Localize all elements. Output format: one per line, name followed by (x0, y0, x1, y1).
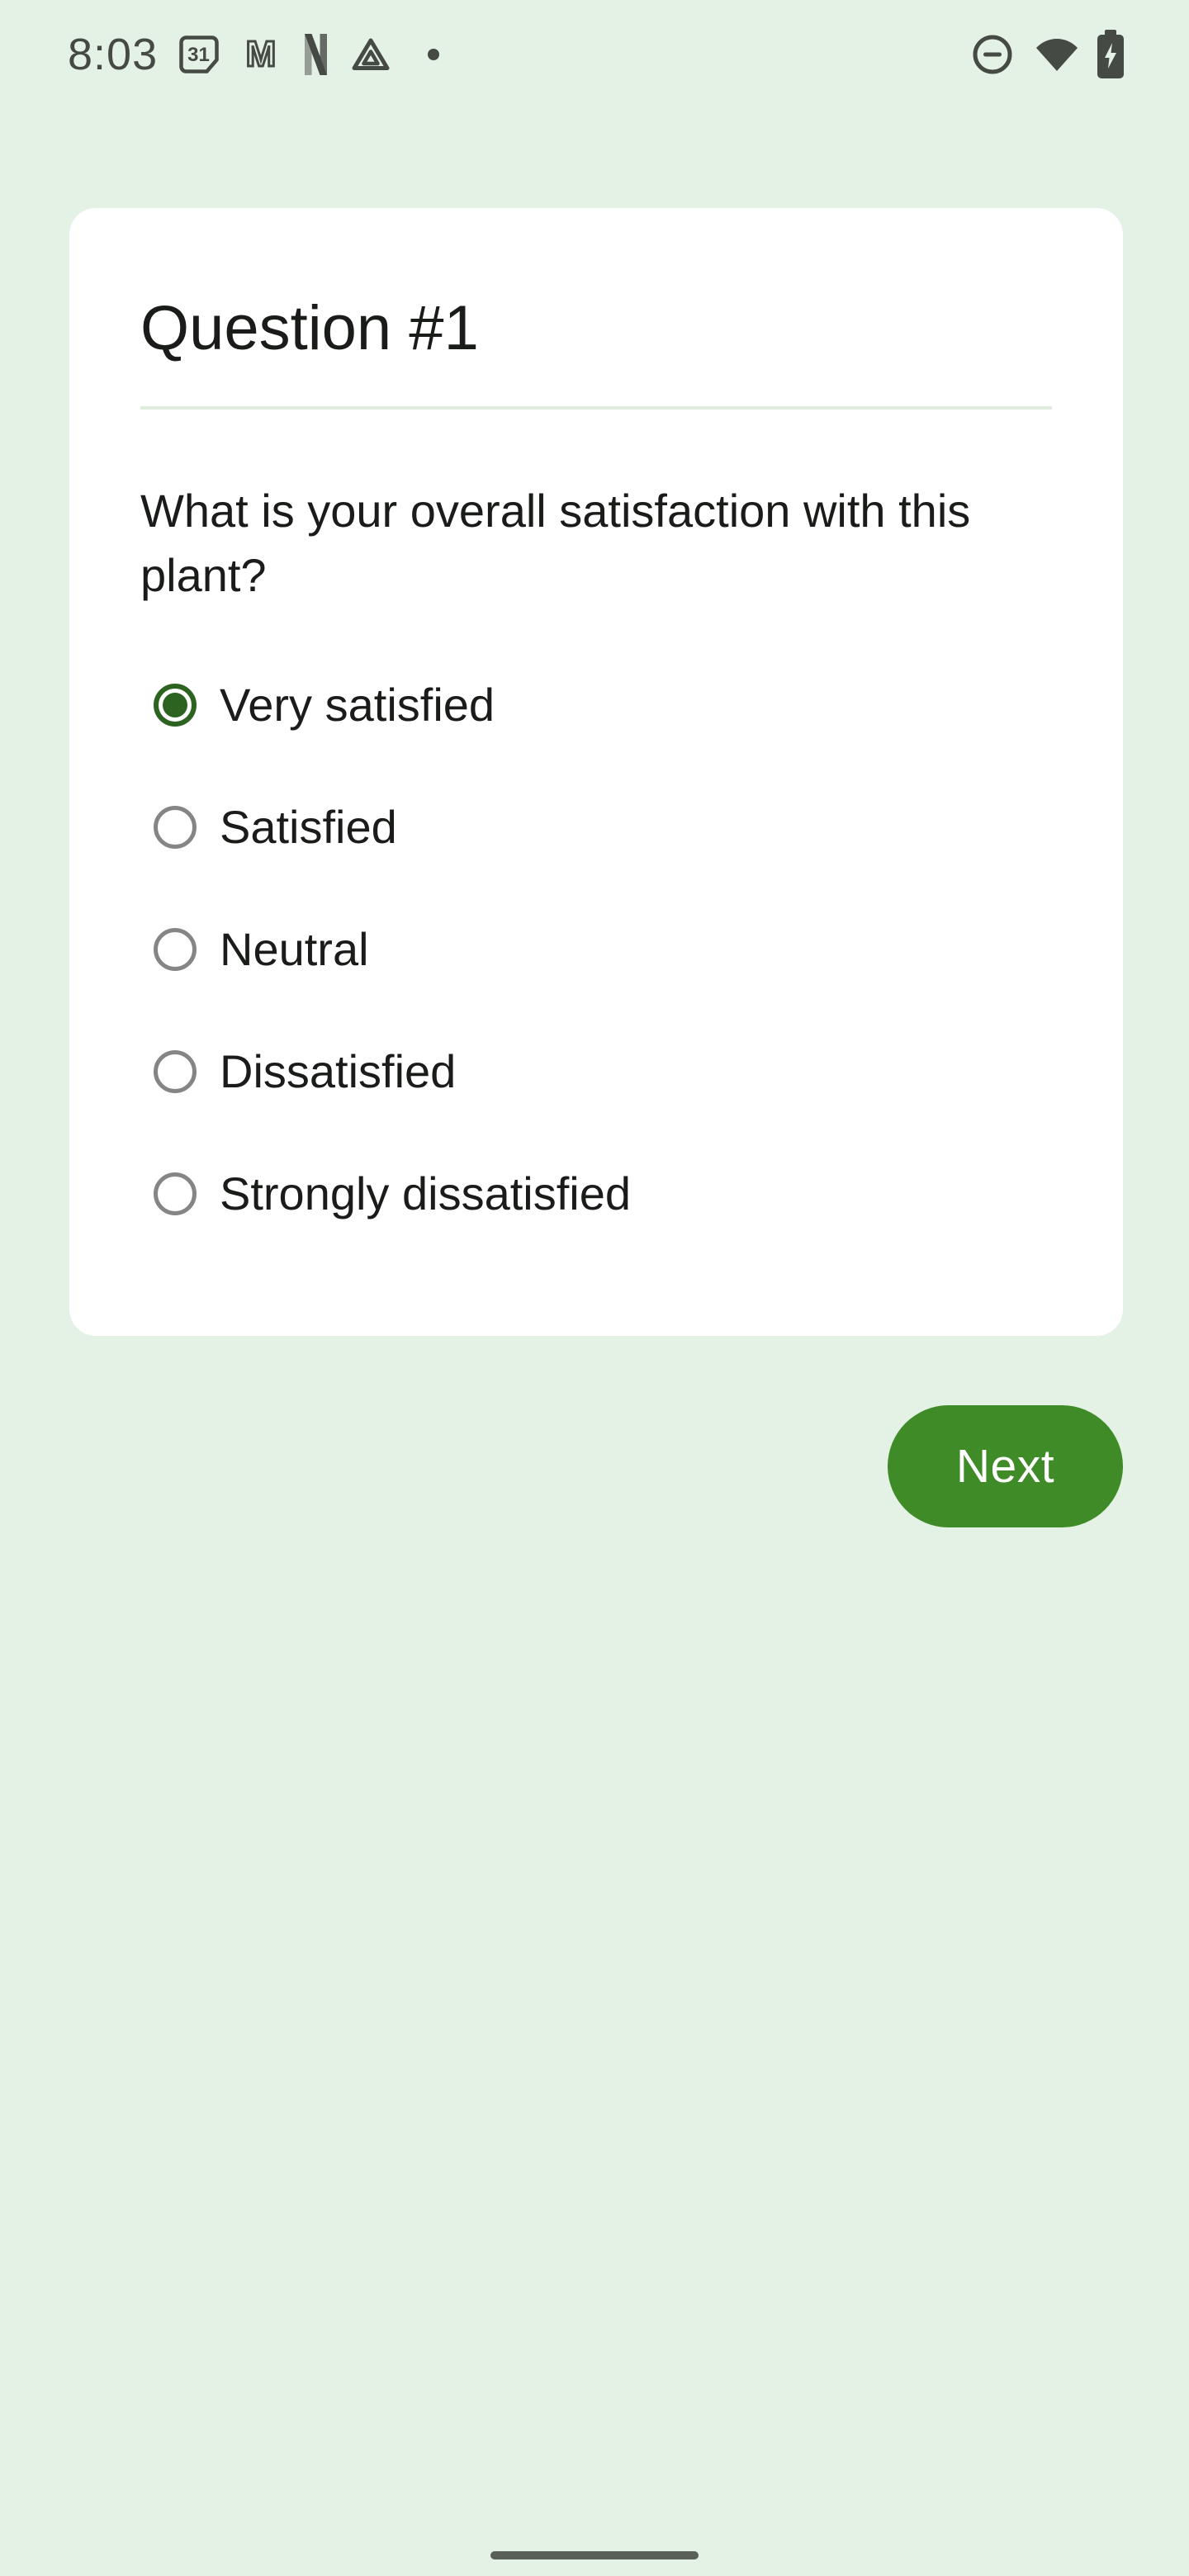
divider (140, 406, 1052, 410)
radio-option[interactable]: Very satisfied (140, 644, 1052, 766)
svg-text:M: M (246, 37, 277, 72)
radio-button[interactable] (154, 1172, 197, 1215)
radio-option-label: Neutral (220, 923, 369, 975)
radio-option-label: Very satisfied (220, 679, 495, 731)
radio-option-label: Dissatisfied (220, 1045, 457, 1097)
gesture-handle[interactable] (490, 2551, 699, 2559)
radio-option[interactable]: Satisfied (140, 766, 1052, 888)
radio-button[interactable] (154, 1050, 197, 1093)
radio-option[interactable]: Dissatisfied (140, 1011, 1052, 1133)
next-button[interactable]: Next (888, 1405, 1123, 1527)
do-not-disturb-icon (973, 35, 1012, 74)
next-button-label: Next (955, 1440, 1055, 1493)
clock-time: 8:03 (68, 30, 159, 79)
status-bar: 8:03 31 M (0, 0, 1189, 109)
calendar-day-number: 31 (187, 44, 210, 66)
status-bar-right (973, 30, 1125, 79)
notification-dot (428, 49, 440, 60)
radio-option-label: Strongly dissatisfied (220, 1167, 632, 1219)
gmail-icon: M (242, 37, 280, 72)
drive-icon (352, 37, 390, 72)
radio-button[interactable] (154, 684, 197, 727)
battery-charging-icon (1097, 30, 1125, 79)
radio-button[interactable] (154, 806, 197, 849)
question-text: What is your overall satisfaction with t… (140, 485, 971, 601)
radio-group: Very satisfied Satisfied Neutral Dissati… (140, 644, 1052, 1255)
radio-option[interactable]: Strongly dissatisfied (140, 1133, 1052, 1255)
question-card: Question #1 What is your overall satisfa… (69, 208, 1123, 1336)
radio-option-label: Satisfied (220, 801, 397, 853)
page-title: Question #1 (140, 293, 479, 363)
radio-option[interactable]: Neutral (140, 888, 1052, 1011)
calendar-icon: 31 (179, 36, 219, 73)
wifi-icon (1035, 37, 1078, 72)
radio-button[interactable] (154, 928, 197, 971)
netflix-icon (305, 34, 328, 75)
